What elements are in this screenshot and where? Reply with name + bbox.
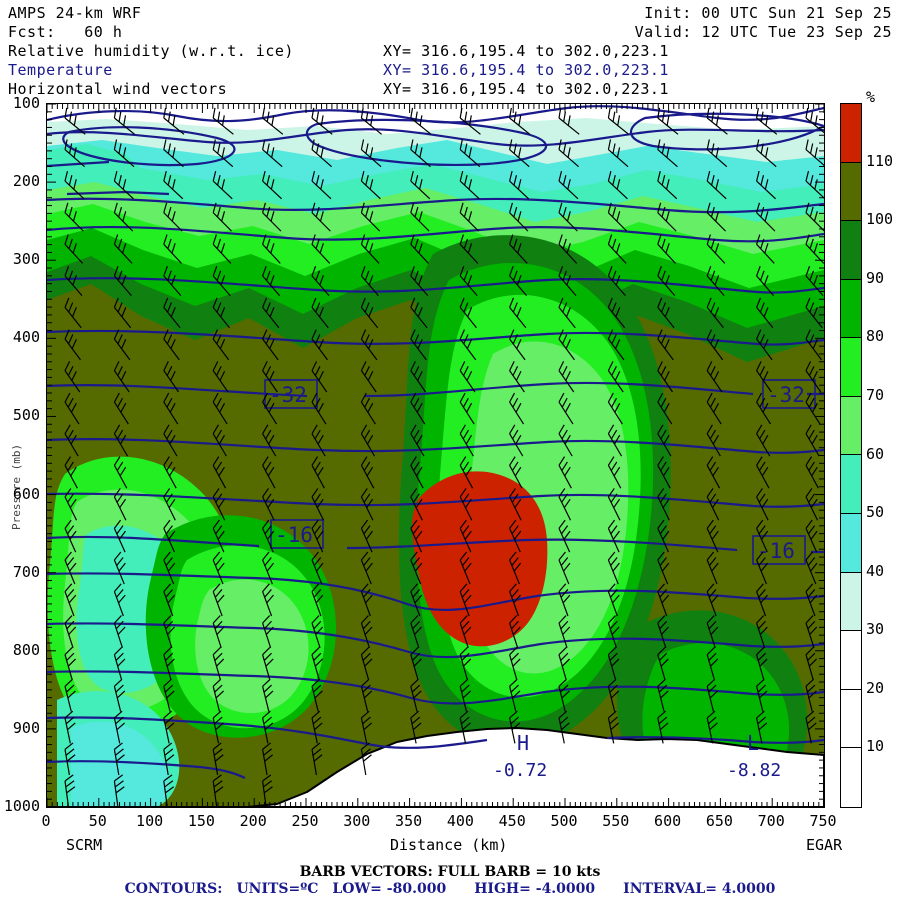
x-tick-500: 500: [550, 812, 578, 830]
colorbar: [840, 103, 862, 808]
cross-section-canvas: -32 -32 -16 -16 H -0.72 L -8.82: [47, 104, 824, 807]
x-tick-200: 200: [239, 812, 267, 830]
header-field-rh: Relative humidity (w.r.t. ice): [8, 42, 294, 60]
y-tick-400: 400: [12, 328, 40, 347]
x-tick-50: 50: [88, 812, 107, 830]
colorbar-tick-10: 10: [866, 737, 885, 756]
low-marker: L: [747, 731, 759, 755]
colorbar-band-8: [841, 572, 861, 632]
footer-low: LOW= -80.000: [332, 881, 447, 897]
colorbar-band-4: [841, 338, 861, 397]
colorbar-tick-70: 70: [866, 385, 885, 404]
colorbar-tick-50: 50: [866, 503, 885, 522]
colorbar-band-11: [841, 748, 861, 807]
header-init: Init: 00 UTC Sun 21 Sep 25: [644, 4, 892, 22]
header-field-temperature: Temperature: [8, 61, 113, 79]
header-valid: Valid: 12 UTC Tue 23 Sep 25: [634, 23, 892, 41]
colorbar-band-5: [841, 396, 861, 456]
contour-label-b: -32: [767, 383, 805, 407]
contour-label-a: -32: [269, 383, 307, 407]
colorbar-tick-20: 20: [866, 678, 885, 697]
header-xy-wind: XY= 316.6,195.4 to 302.0,223.1: [383, 80, 669, 98]
header-xy-rh: XY= 316.6,195.4 to 302.0,223.1: [383, 42, 669, 60]
station-label-right: EGAR: [806, 836, 843, 854]
footer-contour-note: CONTOURS: UNITS=ºC LOW= -80.000 HIGH= -4.00…: [0, 881, 900, 897]
y-tick-800: 800: [12, 640, 40, 659]
cross-section-plot-area: -32 -32 -16 -16 H -0.72 L -8.82: [46, 103, 825, 808]
y-tick-700: 700: [12, 562, 40, 581]
footer-high: HIGH= -4.0000: [474, 881, 596, 897]
colorbar-band-10: [841, 689, 861, 749]
x-tick-550: 550: [602, 812, 630, 830]
x-tick-350: 350: [395, 812, 423, 830]
x-tick-250: 250: [291, 812, 319, 830]
high-value: -0.72: [493, 760, 547, 781]
y-tick-200: 200: [12, 172, 40, 191]
colorbar-unit: %: [866, 88, 876, 106]
header-model: AMPS 24-km WRF: [8, 4, 142, 22]
axis-ticks: [47, 104, 824, 807]
x-tick-450: 450: [498, 812, 526, 830]
y-tick-600: 600: [12, 484, 40, 503]
x-tick-300: 300: [343, 812, 371, 830]
y-tick-100: 100: [12, 94, 40, 112]
x-tick-600: 600: [654, 812, 682, 830]
colorbar-tick-30: 30: [866, 620, 885, 639]
contour-label-c: -16: [275, 523, 313, 547]
colorbar-band-1: [841, 162, 861, 222]
x-tick-750: 750: [809, 812, 837, 830]
x-tick-150: 150: [187, 812, 215, 830]
x-axis-title: Distance (km): [390, 836, 508, 854]
colorbar-band-6: [841, 455, 861, 515]
colorbar-band-3: [841, 279, 861, 339]
colorbar-band-0: [841, 104, 861, 163]
x-tick-100: 100: [136, 812, 164, 830]
colorbar-tick-100: 100: [866, 210, 894, 229]
x-tick-700: 700: [757, 812, 785, 830]
footer-barb-note: BARB VECTORS: FULL BARB = 10 kts: [299, 864, 601, 880]
low-value: -8.82: [727, 760, 781, 781]
colorbar-band-7: [841, 514, 861, 573]
footer-units: UNITS=ºC: [236, 881, 319, 897]
colorbar-tick-40: 40: [866, 561, 885, 580]
colorbar-tick-60: 60: [866, 444, 885, 463]
x-tick-400: 400: [446, 812, 474, 830]
colorbar-tick-110: 110: [866, 151, 894, 170]
header-fcst: Fcst: 60 h: [8, 23, 123, 41]
header-field-wind: Horizontal wind vectors: [8, 80, 228, 98]
y-tick-300: 300: [12, 250, 40, 269]
station-label-left: SCRM: [66, 836, 103, 854]
x-tick-0: 0: [41, 812, 51, 830]
colorbar-tick-80: 80: [866, 327, 885, 346]
x-tick-650: 650: [705, 812, 733, 830]
header-xy-temperature: XY= 316.6,195.4 to 302.0,223.1: [383, 61, 669, 79]
y-tick-500: 500: [12, 406, 40, 425]
y-tick-900: 900: [12, 718, 40, 737]
footer-interval: INTERVAL= 4.0000: [623, 881, 776, 897]
colorbar-band-9: [841, 631, 861, 690]
high-marker: H: [517, 731, 529, 755]
colorbar-tick-90: 90: [866, 268, 885, 287]
footer-contours-label: CONTOURS:: [124, 881, 223, 897]
colorbar-band-2: [841, 221, 861, 280]
y-tick-1000: 1000: [3, 797, 40, 815]
